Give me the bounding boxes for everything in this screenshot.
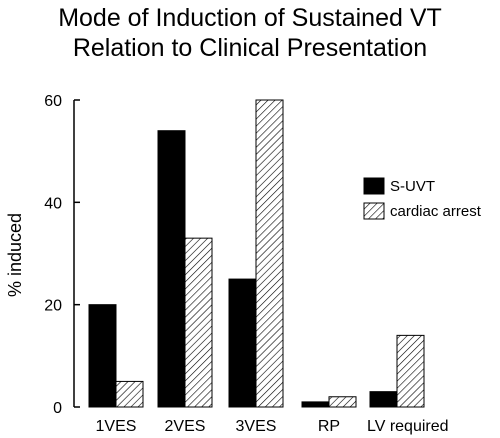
y-tick-label: 40	[44, 195, 62, 212]
legend-swatch-0	[363, 177, 385, 195]
x-category-label: RP	[318, 418, 340, 435]
bar-s-uvt-2	[228, 278, 257, 408]
legend-swatch-1	[363, 202, 385, 220]
legend: S-UVT cardiac arrest	[363, 177, 482, 220]
chart-title-line2: Relation to Clinical Presentation	[72, 34, 428, 62]
bar-cardiac-arrest-0	[115, 380, 144, 408]
axes	[73, 99, 80, 408]
x-category-label: 2VES	[165, 418, 206, 435]
bar-cardiac-arrest-1	[184, 237, 213, 408]
bar-s-uvt-0	[88, 304, 117, 408]
bar-s-uvt-3	[301, 401, 330, 408]
x-category-label: 1VES	[96, 418, 137, 435]
x-category-label: LV required	[367, 418, 449, 435]
bar-s-uvt-1	[157, 130, 186, 408]
bars-group	[88, 99, 425, 408]
bar-cardiac-arrest-3	[328, 396, 357, 408]
legend-label-1: cardiac arrest	[390, 203, 482, 220]
labels-group: 0 20 40 60 % induced 1VES 2VES 3VES RP LV require…	[5, 93, 449, 435]
y-tick-label: 20	[44, 298, 62, 315]
y-tick-label: 60	[44, 93, 62, 110]
x-category-label: 3VES	[236, 418, 277, 435]
bar-cardiac-arrest-2	[255, 99, 284, 408]
chart-title-line1: Mode of Induction of Sustained VT	[58, 4, 442, 32]
y-tick-label: 0	[53, 400, 62, 417]
y-axis-label: % induced	[5, 213, 25, 297]
bar-cardiac-arrest-4	[396, 334, 425, 408]
legend-label-0: S-UVT	[390, 178, 435, 195]
bar-s-uvt-4	[369, 391, 398, 408]
